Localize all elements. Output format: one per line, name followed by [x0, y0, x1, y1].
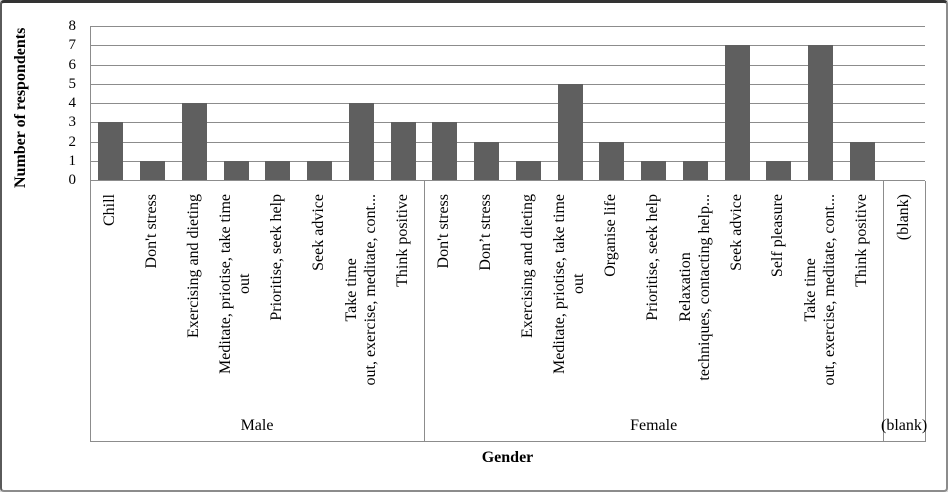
category-cell: Meditate, priotise, take time out	[215, 181, 257, 410]
y-tick-label: 1	[68, 152, 77, 169]
y-tick-label: 6	[68, 56, 77, 73]
category-cell: (blank)	[883, 181, 925, 410]
category-label: Organise life	[602, 194, 620, 277]
category-label: Meditate, priotise, take time out	[217, 194, 254, 374]
category-cell: Self pleasure	[758, 181, 800, 410]
category-label: Meditate, priotise, take time out	[551, 194, 588, 374]
category-cell: Exercising and dieting	[508, 181, 550, 410]
gender-group-label: Female	[630, 416, 678, 434]
x-axis-title: Gender	[481, 449, 534, 466]
bar	[641, 160, 667, 180]
gridline	[90, 64, 925, 66]
category-cell: Relaxation techniques, contacting help..…	[675, 181, 717, 410]
bar	[265, 160, 291, 180]
category-label: Prioritise, seek help	[268, 194, 286, 321]
bar	[390, 122, 416, 180]
category-label: Seek advice	[310, 194, 328, 271]
category-cell: Exercising and dieting	[174, 181, 216, 410]
bar	[98, 122, 124, 180]
category-label: Think positive	[393, 194, 411, 287]
category-label: Chill	[101, 194, 119, 227]
group-divider	[883, 181, 884, 442]
category-cell: Don't stress	[132, 181, 174, 410]
gridline	[90, 83, 925, 85]
category-cell: Seek advice	[299, 181, 341, 410]
gridline	[90, 26, 925, 27]
gridline	[90, 160, 925, 162]
category-label: Think positive	[852, 194, 870, 287]
gender-group-label: (blank)	[881, 416, 928, 434]
bar	[515, 160, 541, 180]
y-tick-label: 0	[68, 172, 77, 188]
category-cell: Chill	[90, 181, 132, 410]
category-cell: Organise life	[591, 181, 633, 410]
category-cell: Don't stress	[424, 181, 466, 410]
axis-bottom-border	[90, 441, 926, 442]
category-label: Don't stress	[435, 194, 453, 269]
bar	[808, 45, 834, 180]
category-label: Take time out, exercise, meditate, cont.…	[801, 194, 838, 386]
bar	[223, 160, 249, 180]
bar	[599, 141, 625, 180]
bar	[307, 160, 333, 180]
category-label: Self pleasure	[769, 194, 787, 278]
bar	[724, 45, 750, 180]
category-label: Take time out, exercise, meditate, cont.…	[342, 194, 379, 386]
bar	[557, 83, 583, 180]
bar	[432, 122, 458, 180]
y-tick-label: 8	[68, 18, 77, 34]
category-label: (blank)	[894, 194, 912, 241]
y-tick-label: 4	[68, 95, 77, 111]
category-label: Don't stress	[143, 194, 161, 269]
bar	[682, 160, 708, 180]
plot-area	[90, 26, 925, 181]
bar	[140, 160, 166, 180]
gridline	[90, 122, 925, 124]
bar	[348, 103, 374, 180]
category-cell: Don’t stress	[466, 181, 508, 410]
category-cell: Think positive	[842, 181, 884, 410]
gridline	[90, 141, 925, 143]
y-tick-label: 7	[68, 37, 77, 54]
bar	[474, 141, 500, 180]
y-tick-label: 3	[68, 114, 77, 131]
category-label: Exercising and dieting	[184, 194, 202, 338]
bar	[181, 103, 207, 180]
gender-group-label: Male	[240, 416, 274, 434]
gridline	[90, 103, 925, 104]
category-label: Don’t stress	[477, 194, 495, 271]
group-divider	[925, 181, 926, 442]
y-tick-label: 2	[68, 133, 77, 150]
category-labels-row: Chill Don't stress Exercising and dieting M…	[90, 181, 925, 410]
category-cell: Think positive	[382, 181, 424, 410]
category-label: Prioritise, seek help	[644, 194, 662, 321]
category-label: Seek advice	[727, 194, 745, 271]
y-axis-title: Number of respondents	[12, 27, 29, 189]
category-cell: Take time out, exercise, meditate, cont.…	[341, 181, 383, 410]
category-cell: Meditate, priotise, take time out	[549, 181, 591, 410]
x-axis-line	[90, 180, 925, 181]
group-divider	[424, 181, 425, 442]
y-tick-label: 5	[68, 75, 77, 92]
category-cell: Seek advice	[716, 181, 758, 410]
category-cell: Take time out, exercise, meditate, cont.…	[800, 181, 842, 410]
bar	[766, 160, 792, 180]
category-label: Exercising and dieting	[518, 194, 536, 338]
gender-group-row: Male Female (blank)	[90, 410, 928, 441]
category-cell: Prioritise, seek help	[633, 181, 675, 410]
category-axis-line	[90, 26, 91, 442]
gridline	[90, 45, 925, 47]
category-label: Relaxation techniques, contacting help..…	[676, 194, 713, 381]
bar	[849, 141, 875, 180]
category-cell: Prioritise, seek help	[257, 181, 299, 410]
